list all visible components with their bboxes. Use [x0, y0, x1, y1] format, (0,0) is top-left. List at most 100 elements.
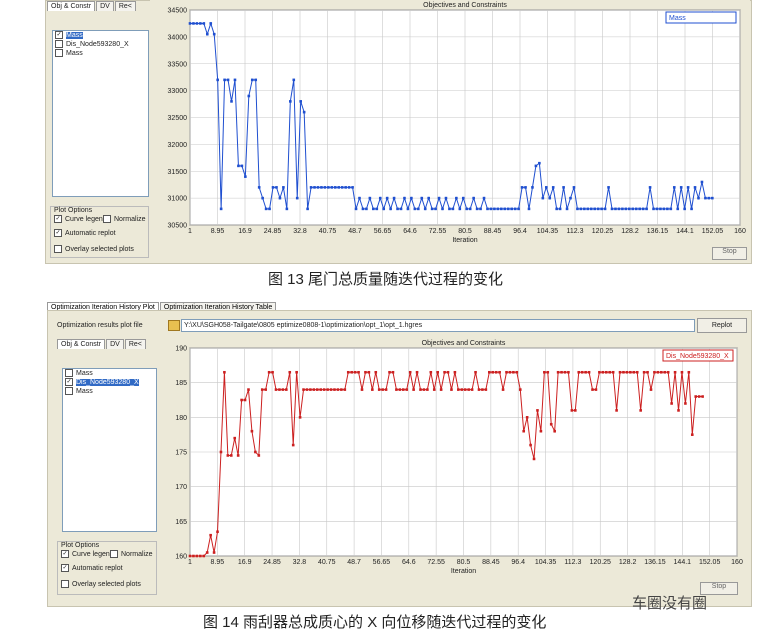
data-point [690, 433, 694, 436]
data-point [673, 370, 677, 374]
list-item[interactable]: Mass [63, 369, 156, 378]
item-list: ✓ Mass Dis_Node593280_X Mass [52, 30, 149, 197]
checkbox[interactable] [65, 387, 73, 396]
tab[interactable]: Optimization Iteration History Plot [47, 302, 159, 312]
tab[interactable]: Optimization Iteration History Table [159, 302, 277, 312]
data-point [684, 402, 687, 405]
folder-icon[interactable] [168, 320, 180, 331]
option[interactable]: ✓ Automatic replot [61, 564, 123, 572]
data-point [378, 196, 382, 200]
list-item[interactable]: Mass [53, 49, 148, 58]
checkbox[interactable] [55, 40, 63, 49]
x-tick-label: 112.3 [564, 559, 581, 566]
tab[interactable]: Re< [124, 339, 146, 349]
file-path[interactable]: Y:\XU\SGH058-Tailgate\0805 eptimize0808-… [181, 319, 695, 332]
data-point [539, 429, 543, 433]
data-point [257, 454, 261, 457]
data-point [453, 370, 457, 374]
data-point [316, 186, 320, 189]
data-point [563, 370, 567, 374]
data-point [672, 186, 676, 189]
data-point [381, 388, 384, 391]
x-tick-label: 64.6 [403, 228, 417, 235]
checkbox[interactable] [54, 245, 62, 253]
option[interactable]: Normalize [103, 215, 146, 223]
item-label: Mass [76, 388, 93, 395]
list-item[interactable]: ✓ Dis_Node593280_X [63, 378, 156, 387]
x-tick-label: 152.05 [702, 228, 724, 235]
checkbox[interactable]: ✓ [54, 215, 62, 223]
option[interactable]: ✓ Automatic replot [54, 229, 116, 237]
checkbox[interactable] [110, 550, 118, 558]
option-label: Automatic replot [72, 564, 123, 572]
chart: Objectives and Constraints Iteration 30500… [150, 0, 750, 262]
tab[interactable]: DV [106, 339, 124, 349]
data-point [199, 554, 202, 558]
checkbox[interactable] [61, 580, 69, 588]
data-point [697, 395, 701, 398]
list-item[interactable]: Dis_Node593280_X [53, 40, 148, 49]
checkbox[interactable]: ✓ [55, 31, 63, 40]
option[interactable]: ✓ Curve legend [54, 215, 107, 223]
option[interactable]: Overlay selected plots [61, 580, 141, 588]
list-item[interactable]: Mass [63, 387, 156, 396]
data-point [216, 530, 219, 534]
option[interactable]: Overlay selected plots [54, 245, 134, 253]
data-point [662, 207, 666, 211]
data-point [275, 186, 278, 189]
checkbox[interactable] [65, 369, 73, 378]
data-point [584, 370, 587, 374]
option-label: Overlay selected plots [65, 245, 134, 253]
item-label: Mass [76, 370, 93, 377]
data-point [694, 395, 698, 398]
checkbox[interactable]: ✓ [61, 550, 69, 558]
checkbox[interactable]: ✓ [54, 229, 62, 237]
tab[interactable]: Obj & Constr [57, 339, 106, 349]
stop-button[interactable]: Stop [712, 247, 747, 260]
tab[interactable]: Re< [114, 1, 136, 11]
x-tick-label: 112.3 [567, 228, 584, 235]
data-point [488, 370, 491, 374]
tab[interactable]: Obj & Constr [47, 1, 96, 11]
data-point [444, 196, 448, 200]
data-point [312, 388, 316, 391]
data-point [195, 554, 199, 558]
x-tick-label: 40.75 [319, 228, 337, 235]
replot-button[interactable]: Replot [697, 318, 747, 333]
data-point [493, 207, 496, 211]
data-point [350, 370, 353, 374]
checkbox[interactable] [103, 215, 111, 223]
data-point [375, 207, 379, 211]
option[interactable]: Normalize [110, 550, 153, 558]
data-point [292, 78, 296, 82]
x-axis-label: Iteration [452, 237, 477, 244]
checkbox[interactable]: ✓ [61, 564, 69, 572]
data-point [513, 207, 517, 211]
data-point [374, 370, 378, 374]
data-point [531, 186, 534, 189]
data-point [320, 186, 323, 189]
data-point [569, 196, 572, 200]
stop-button[interactable]: Stop [700, 582, 738, 595]
list-item[interactable]: ✓ Mass [53, 31, 148, 40]
x-tick-label: 120.25 [592, 228, 614, 235]
x-tick-label: 96.4 [513, 228, 527, 235]
checkbox[interactable] [55, 49, 63, 58]
tab[interactable]: DV [96, 1, 114, 11]
data-point [625, 370, 629, 374]
data-point [192, 22, 195, 25]
legend-label: Dis_Node593280_X [666, 353, 729, 360]
item-label: Mass [66, 32, 83, 39]
data-point [309, 388, 312, 391]
checkbox[interactable]: ✓ [65, 378, 73, 387]
data-point [546, 370, 550, 374]
data-point [429, 370, 433, 374]
data-point [587, 370, 591, 374]
data-point [329, 388, 333, 391]
data-point [648, 186, 652, 189]
data-point [309, 186, 313, 189]
data-point [570, 409, 574, 412]
data-point [343, 388, 347, 391]
option[interactable]: ✓ Curve legend [61, 550, 114, 558]
data-point [686, 186, 690, 189]
